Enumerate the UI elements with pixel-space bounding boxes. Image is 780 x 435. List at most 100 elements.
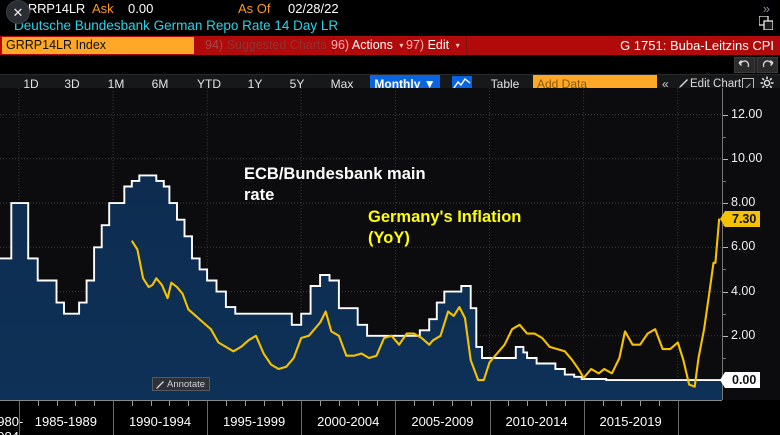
- x-tick-label: 2000-2004: [317, 414, 380, 429]
- date-bar: 01/31/1984 - 03/31/2022 ‹ › Local CCY: [0, 55, 780, 128]
- ask-value: 0.00: [128, 1, 154, 16]
- x-tick-mark: [56, 401, 58, 406]
- x-axis: 1980-1984 1985-1989 1990-1994 1995-1999 2000…: [0, 400, 722, 435]
- close-icon[interactable]: ✕: [6, 0, 30, 24]
- x-tick-mark: [75, 401, 77, 406]
- y-tick-mark: [723, 335, 728, 337]
- x-tick-mark: [225, 401, 227, 406]
- y-tick-mark: [723, 203, 728, 205]
- x-tick-mark: [508, 401, 510, 406]
- pencil-icon: [156, 381, 164, 389]
- x-tick-mark: [451, 401, 453, 406]
- range-button-1m[interactable]: 1M: [107, 77, 125, 91]
- x-tick-label: 2010-2014: [505, 414, 568, 429]
- menu-edit-label: Edit: [427, 38, 450, 52]
- ecb-rate-line: [0, 174, 722, 382]
- chevron-down-icon: ▾: [455, 41, 460, 51]
- chevron-double-right-icon[interactable]: »: [762, 1, 770, 16]
- x-tick-mark: [320, 401, 322, 406]
- x-tick-label: 1980-1984: [0, 414, 24, 435]
- annotation-ecb-line2: rate: [244, 186, 275, 204]
- resize-grip-icon[interactable]: [759, 16, 773, 30]
- x-tick-mark: [564, 401, 566, 406]
- x-tick-mark: [357, 401, 359, 406]
- annotation-inflation-line2: (YoY): [368, 229, 410, 247]
- x-tick-mark: [244, 401, 246, 406]
- x-tick-mark: [263, 401, 265, 406]
- menu-edit-num: 97): [406, 38, 425, 52]
- x-axis-separator: [301, 401, 303, 435]
- x-tick-label: 2005-2009: [411, 414, 474, 429]
- collapse-icon[interactable]: «: [662, 77, 669, 91]
- chevron-down-icon: ▾: [399, 41, 404, 51]
- x-tick-mark: [282, 401, 284, 406]
- gear-icon[interactable]: [760, 76, 774, 90]
- x-tick-mark: [150, 401, 152, 406]
- annotate-button[interactable]: Annotate: [152, 377, 211, 391]
- chart-svg: [0, 88, 722, 400]
- annotate-label: Annotate: [167, 379, 206, 390]
- x-tick-label: 1985-1989: [34, 414, 97, 429]
- x-tick-label: 1995-1999: [223, 414, 286, 429]
- annotation-ecb-line1: ECB/Bundesbank main: [244, 165, 426, 183]
- x-axis-separator: [489, 401, 491, 435]
- x-tick-mark: [527, 401, 529, 406]
- y-tick-minor: [723, 136, 726, 138]
- y-tick-minor: [723, 358, 726, 359]
- range-button-ytd[interactable]: YTD: [197, 77, 221, 91]
- x-tick-mark: [37, 401, 39, 406]
- range-button-3d[interactable]: 3D: [64, 77, 80, 91]
- menu-suggested-charts-label: Suggested Charts: [226, 38, 327, 52]
- x-axis-separator: [207, 401, 209, 435]
- range-button-5y[interactable]: 5Y: [289, 77, 305, 91]
- menu-suggested-charts-num: 94): [205, 38, 224, 52]
- y-tick-label: 8.00: [731, 195, 756, 210]
- y-tick-mark: [723, 247, 728, 249]
- x-axis-separator: [677, 401, 679, 435]
- y-tick-mark: [723, 291, 728, 293]
- ticker-input[interactable]: GRRP14LR Index: [2, 37, 194, 54]
- y-tick-mark: [723, 158, 728, 160]
- y-value-badge-0-00: 0.00: [719, 372, 761, 389]
- y-tick-label: 2.00: [731, 327, 756, 342]
- ask-label: Ask: [92, 1, 114, 16]
- menu-edit[interactable]: 97) Edit ▾: [400, 37, 467, 54]
- range-button-1y[interactable]: 1Y: [247, 77, 263, 91]
- y-tick-label: 6.00: [731, 239, 756, 254]
- x-tick-mark: [433, 401, 434, 406]
- x-tick-mark: [640, 401, 642, 406]
- menu-suggested-charts[interactable]: 94) Suggested Charts: [199, 37, 334, 54]
- undo-redo-group[interactable]: [734, 57, 778, 73]
- x-tick-mark: [188, 401, 190, 406]
- y-value-badge-7-30: 7.30: [719, 210, 761, 227]
- range-button-6m[interactable]: 6M: [151, 77, 169, 91]
- x-tick-label: 2015-2019: [599, 414, 662, 429]
- y-tick-label: 10.00: [731, 150, 763, 165]
- x-tick-mark: [470, 401, 472, 406]
- edit-chart-button[interactable]: Edit Chart: [690, 78, 742, 90]
- x-tick-mark: [131, 401, 133, 406]
- x-tick-mark: [338, 401, 340, 406]
- menu-actions-num: 96): [331, 38, 350, 52]
- x-tick-mark: [602, 401, 604, 406]
- security-description: Deutsche Bundesbank German Repo Rate 14 …: [14, 18, 339, 33]
- x-tick-mark: [94, 401, 96, 406]
- y-tick-mark: [723, 114, 728, 116]
- x-axis-separator: [395, 401, 397, 435]
- chart-plot-area[interactable]: ECB/Bundesbank main rate Germany's Infla…: [0, 88, 722, 400]
- range-button-max[interactable]: Max: [330, 77, 354, 91]
- asof-label: As Of: [238, 1, 271, 16]
- y-tick-minor: [723, 269, 726, 271]
- x-axis-separator: [583, 401, 585, 435]
- x-tick-mark: [414, 401, 416, 406]
- x-tick-mark: [169, 401, 171, 406]
- x-axis-separator: [113, 401, 114, 435]
- x-tick-mark: [621, 401, 623, 406]
- table-view-button[interactable]: Table: [490, 77, 520, 91]
- pencil-icon[interactable]: [679, 79, 688, 88]
- range-button-1d[interactable]: 1D: [23, 77, 39, 91]
- menu-actions[interactable]: 96) Actions ▾: [325, 37, 411, 54]
- y-tick-label: 12.00: [731, 106, 763, 121]
